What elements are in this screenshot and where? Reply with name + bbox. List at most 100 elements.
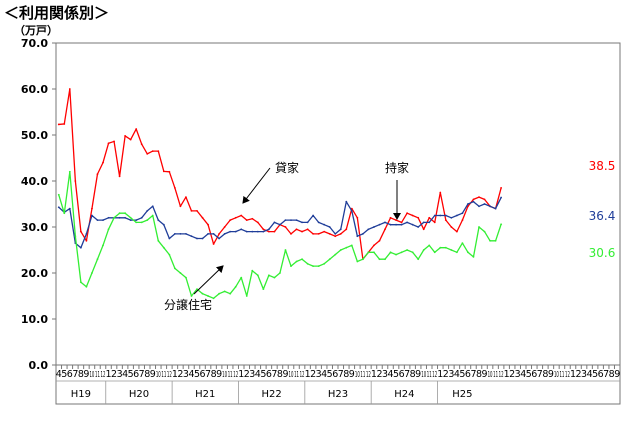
- data-point: [262, 228, 265, 231]
- x-tick-label: 12: [233, 370, 238, 379]
- x-tick-label: 7: [271, 369, 277, 380]
- data-point: [79, 230, 82, 233]
- x-tick-label: 7: [603, 369, 609, 380]
- data-point: [406, 249, 409, 251]
- data-point: [279, 272, 281, 274]
- data-point: [273, 221, 276, 224]
- data-point: [223, 233, 226, 235]
- data-point: [107, 228, 110, 231]
- x-tick-label: 3: [448, 369, 454, 380]
- data-point: [339, 228, 342, 231]
- x-tick-label: 5: [327, 369, 333, 380]
- data-point: [212, 243, 215, 245]
- x-tick-label: 8: [144, 369, 150, 380]
- y-tick-label: 70.0: [21, 37, 48, 50]
- data-point: [68, 207, 71, 210]
- y-tick-label: 10.0: [21, 313, 48, 326]
- data-point: [478, 226, 480, 228]
- data-point: [323, 230, 326, 233]
- data-point: [245, 230, 248, 233]
- x-tick-label: 6: [465, 369, 471, 380]
- x-tick-label: 5: [260, 369, 266, 380]
- x-tick-label: 5: [61, 369, 67, 380]
- x-tick-label: 7: [537, 369, 543, 380]
- data-point: [168, 170, 171, 173]
- data-point: [461, 219, 464, 222]
- data-point: [295, 260, 298, 263]
- data-point: [461, 212, 464, 215]
- x-tick-label: 9: [548, 369, 554, 380]
- data-point: [345, 228, 348, 231]
- data-point: [478, 205, 480, 208]
- data-point: [185, 233, 187, 235]
- data-point: [151, 214, 154, 217]
- data-point: [450, 216, 453, 219]
- data-point: [439, 191, 442, 194]
- data-point: [389, 216, 392, 219]
- data-point: [312, 233, 315, 235]
- data-point: [422, 249, 425, 251]
- annotation-arrow: [242, 167, 271, 204]
- x-tick-label: 4: [122, 369, 128, 380]
- data-point: [350, 210, 353, 212]
- data-point: [79, 246, 82, 249]
- data-point: [444, 246, 447, 249]
- data-point: [267, 274, 270, 277]
- data-point: [118, 175, 121, 178]
- data-point: [389, 223, 392, 226]
- y-tick-label: 60.0: [21, 83, 48, 96]
- end-value-label: 30.6: [589, 246, 616, 260]
- data-point: [279, 223, 281, 226]
- data-point: [500, 196, 503, 199]
- y-tick-label: 50.0: [21, 129, 48, 142]
- year-label: H19: [71, 389, 91, 400]
- year-label: H25: [452, 389, 472, 400]
- data-point: [267, 228, 270, 231]
- x-tick-label: 3: [382, 369, 388, 380]
- year-label: H21: [195, 389, 215, 400]
- data-point: [284, 249, 287, 251]
- x-tick-label: 6: [133, 369, 139, 380]
- data-point: [207, 233, 209, 235]
- data-point: [389, 251, 392, 254]
- chart-title: ＜利用関係別＞: [4, 4, 110, 22]
- data-point: [345, 246, 348, 249]
- data-point: [140, 143, 143, 146]
- x-tick-label: 8: [410, 369, 416, 380]
- data-point: [290, 265, 292, 267]
- data-point: [483, 203, 486, 205]
- data-point: [328, 226, 331, 228]
- data-point: [135, 219, 138, 222]
- data-point: [168, 237, 171, 240]
- data-point: [146, 219, 149, 222]
- data-point: [378, 223, 381, 226]
- data-point: [411, 251, 414, 254]
- data-point: [262, 288, 265, 290]
- x-tick-label: 10: [156, 370, 161, 379]
- data-point: [483, 198, 486, 201]
- data-point: [417, 258, 420, 261]
- x-tick-label: 9: [614, 369, 620, 380]
- data-point: [113, 216, 115, 219]
- data-point: [428, 216, 431, 219]
- data-point: [68, 88, 71, 90]
- y-tick-label: 30.0: [21, 221, 48, 234]
- data-point: [489, 205, 491, 208]
- data-point: [196, 288, 198, 290]
- data-point: [400, 223, 403, 226]
- data-point: [162, 170, 165, 173]
- year-label: H24: [394, 389, 414, 400]
- data-point: [301, 221, 303, 224]
- data-point: [395, 253, 397, 256]
- data-point: [422, 228, 425, 231]
- data-point: [301, 258, 303, 261]
- x-tick-label: 2: [310, 369, 316, 380]
- data-point: [135, 128, 138, 130]
- data-point: [461, 242, 464, 245]
- data-point: [151, 205, 154, 208]
- data-point: [384, 228, 386, 231]
- x-tick-label: 6: [531, 369, 537, 380]
- x-tick-label: 1: [305, 369, 311, 380]
- data-point: [157, 150, 160, 153]
- data-point: [96, 258, 99, 261]
